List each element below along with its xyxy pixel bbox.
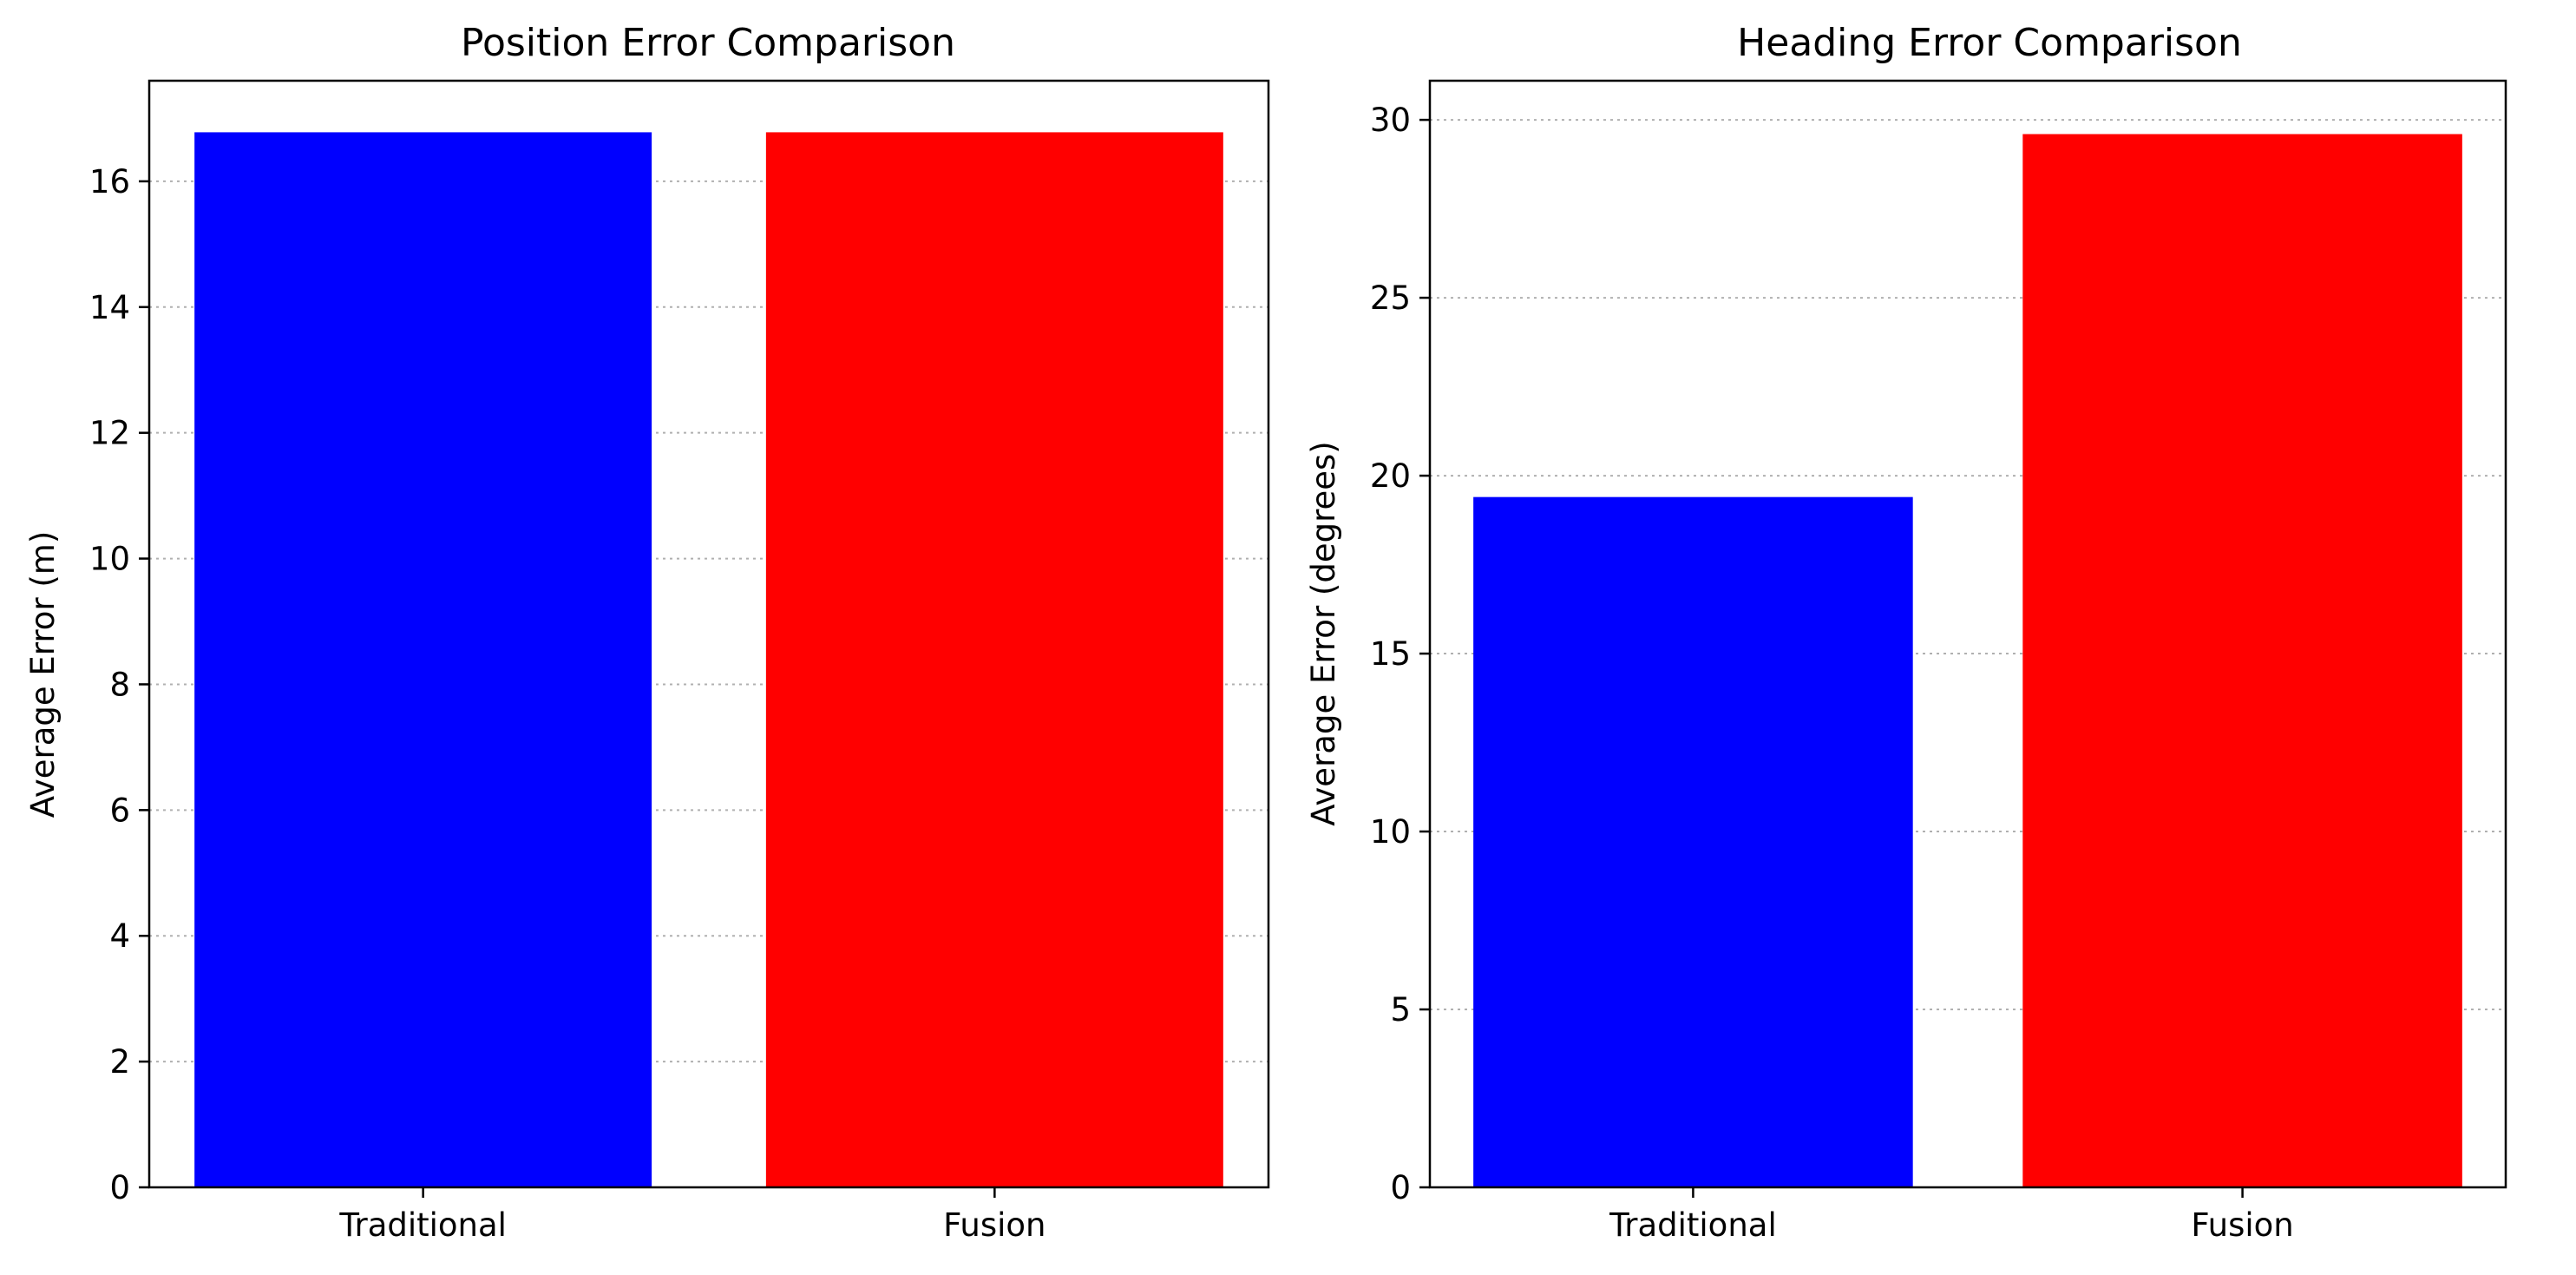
y-tick-label: 8	[109, 666, 130, 703]
bar-traditional	[1473, 496, 1913, 1187]
chart-title: Position Error Comparison	[461, 21, 955, 65]
heading-error-chart: Heading Error Comparison Average Error (…	[1305, 21, 2507, 1244]
bar-fusion	[2022, 134, 2462, 1188]
y-tick-label: 0	[109, 1169, 130, 1206]
plot-frame	[1428, 79, 2507, 1189]
y-axis-ticks: 0 5 10 15 20 25 30	[1370, 102, 1430, 1206]
y-tick-label: 16	[89, 163, 130, 200]
y-tick-label: 30	[1370, 102, 1411, 139]
y-tick-label: 0	[1390, 1169, 1411, 1206]
y-tick-label: 6	[109, 792, 130, 829]
y-tick-label: 10	[89, 541, 130, 578]
x-axis-ticks: Traditional Fusion	[1609, 1187, 2294, 1244]
y-tick-label: 15	[1370, 635, 1411, 673]
y-axis-ticks: 0 2 4 6 8 10 12 14 16	[89, 163, 149, 1206]
y-tick-label: 25	[1370, 279, 1411, 317]
y-tick-label: 5	[1390, 991, 1411, 1029]
position-error-chart: Position Error Comparison Average Error …	[24, 21, 1270, 1244]
y-tick-label: 12	[89, 415, 130, 452]
y-axis-label: Average Error (m)	[24, 531, 62, 818]
y-tick-label: 20	[1370, 457, 1411, 495]
bars	[194, 132, 1223, 1187]
x-tick-label: Traditional	[1609, 1206, 1777, 1244]
bar-fusion	[765, 132, 1223, 1187]
x-tick-label: Fusion	[943, 1206, 1045, 1244]
y-axis-label: Average Error (degrees)	[1305, 441, 1342, 825]
y-tick-label: 14	[89, 289, 130, 326]
y-tick-label: 10	[1370, 813, 1411, 851]
plot-frame	[147, 79, 1270, 1189]
x-tick-label: Traditional	[338, 1206, 507, 1244]
y-tick-label: 2	[109, 1043, 130, 1081]
bar-traditional	[194, 132, 652, 1187]
y-tick-label: 4	[109, 917, 130, 955]
chart-title: Heading Error Comparison	[1737, 21, 2242, 65]
x-axis-ticks: Traditional Fusion	[338, 1187, 1046, 1244]
x-tick-label: Fusion	[2191, 1206, 2293, 1244]
bars	[1473, 134, 2462, 1188]
